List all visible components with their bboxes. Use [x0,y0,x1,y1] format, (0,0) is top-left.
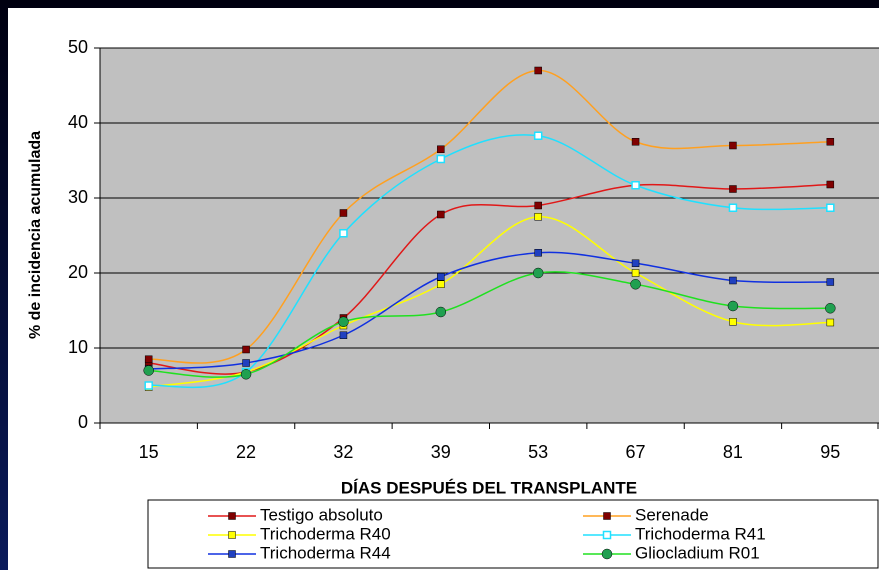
data-point [826,278,835,286]
series-line [148,271,831,378]
x-tick-label: 81 [723,442,743,462]
x-tick-label: 39 [431,442,451,462]
data-point [338,316,349,327]
data-point [826,203,835,212]
data-point [826,138,835,146]
x-tick-label: 22 [236,442,256,462]
data-point [826,318,835,327]
y-tick-label: 40 [68,112,88,132]
data-point [727,300,739,312]
legend-marker [228,512,236,520]
data-point [534,213,542,221]
data-point [631,181,640,190]
data-point [729,276,737,285]
x-tick-label: 95 [820,442,840,462]
series-line [148,69,831,364]
data-point [729,185,737,193]
y-tick-label: 30 [68,187,88,207]
data-point [729,318,737,326]
y-tick-label: 50 [68,37,88,57]
y-tick-label: 0 [78,412,88,432]
data-point [144,381,153,390]
data-point [242,345,250,354]
data-point [534,201,542,210]
x-tick-label: 32 [333,442,353,462]
legend-label: Trichoderma R44 [260,543,391,562]
data-point [630,279,641,290]
legend-label: Trichoderma R41 [635,524,766,543]
data-point [339,209,348,217]
data-point [631,259,640,267]
data-point [437,210,445,219]
legend-label: Trichoderma R40 [260,524,391,543]
legend-label: Serenade [635,505,709,524]
data-point [728,203,738,212]
x-tick-label: 15 [139,442,159,462]
legend-label: Gliocladium R01 [635,543,760,562]
series-line [148,183,831,375]
data-point [436,154,446,164]
legend-box [147,499,879,569]
data-point [435,306,447,318]
data-point [534,66,542,75]
series-line [148,251,831,370]
y-tick-label: 20 [68,262,88,282]
plot-area [100,48,879,423]
data-point [144,355,153,363]
data-point [631,138,640,146]
legend-marker [228,550,236,558]
data-point [534,249,542,257]
data-point [339,229,348,238]
series-line [148,215,831,388]
y-axis-title: % de incidencia acumulada [27,131,44,339]
legend-marker [601,548,613,560]
data-point [533,131,543,140]
x-tick-label: 67 [626,442,646,462]
legend-marker [602,530,612,540]
data-point [437,145,445,153]
legend-label: Testigo absoluto [260,505,383,524]
data-point [437,280,445,288]
data-point [729,141,737,150]
data-point [631,269,640,277]
data-point [826,180,835,189]
data-point [242,359,250,367]
x-tick-label: 53 [528,442,548,462]
data-point [437,273,445,281]
data-point [339,331,348,339]
data-point [143,365,154,376]
x-axis-title: DÍAS DESPUÉS DEL TRANSPLANTE [341,478,637,497]
data-point [532,267,544,279]
y-tick-label: 10 [68,337,88,357]
legend-marker [603,512,611,520]
data-point [240,369,252,380]
legend-marker [228,531,236,539]
data-point [825,303,836,314]
